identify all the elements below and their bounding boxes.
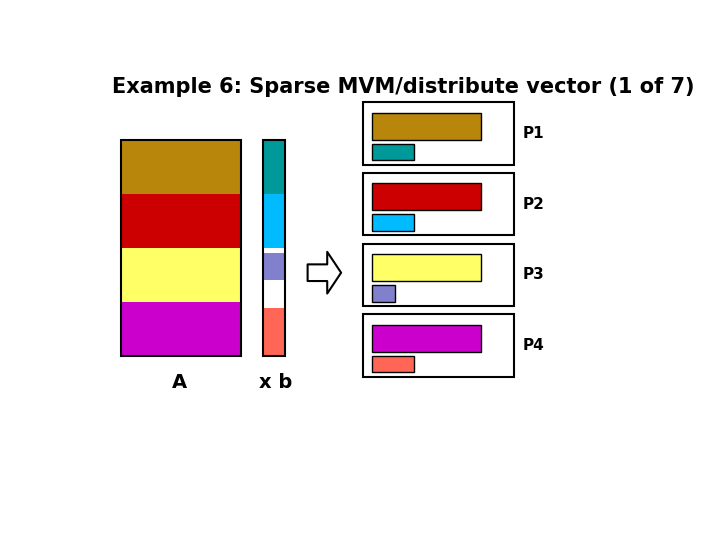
Text: A: A bbox=[171, 373, 187, 393]
Bar bbox=[121, 140, 240, 194]
Bar bbox=[263, 140, 285, 194]
Bar bbox=[364, 244, 514, 306]
Bar bbox=[372, 356, 413, 373]
Bar bbox=[372, 325, 481, 352]
Text: P1: P1 bbox=[523, 126, 544, 141]
Text: P2: P2 bbox=[523, 197, 544, 212]
Bar bbox=[121, 248, 240, 302]
Text: x b: x b bbox=[259, 373, 292, 393]
Bar bbox=[372, 254, 481, 281]
Bar bbox=[121, 302, 240, 356]
Bar bbox=[121, 140, 240, 356]
Bar bbox=[364, 314, 514, 377]
Bar bbox=[364, 102, 514, 165]
Bar bbox=[372, 214, 413, 231]
Bar bbox=[121, 194, 240, 248]
Bar bbox=[364, 173, 514, 235]
Bar bbox=[263, 140, 285, 356]
Bar bbox=[372, 183, 481, 210]
Text: P3: P3 bbox=[523, 267, 544, 282]
Bar bbox=[372, 113, 481, 140]
Bar bbox=[263, 308, 285, 356]
Bar bbox=[372, 285, 395, 302]
Bar bbox=[263, 253, 285, 280]
Text: P4: P4 bbox=[523, 338, 544, 353]
Bar bbox=[263, 194, 285, 248]
Text: Example 6: Sparse MVM/distribute vector (1 of 7): Example 6: Sparse MVM/distribute vector … bbox=[112, 77, 695, 97]
Bar bbox=[372, 144, 413, 160]
